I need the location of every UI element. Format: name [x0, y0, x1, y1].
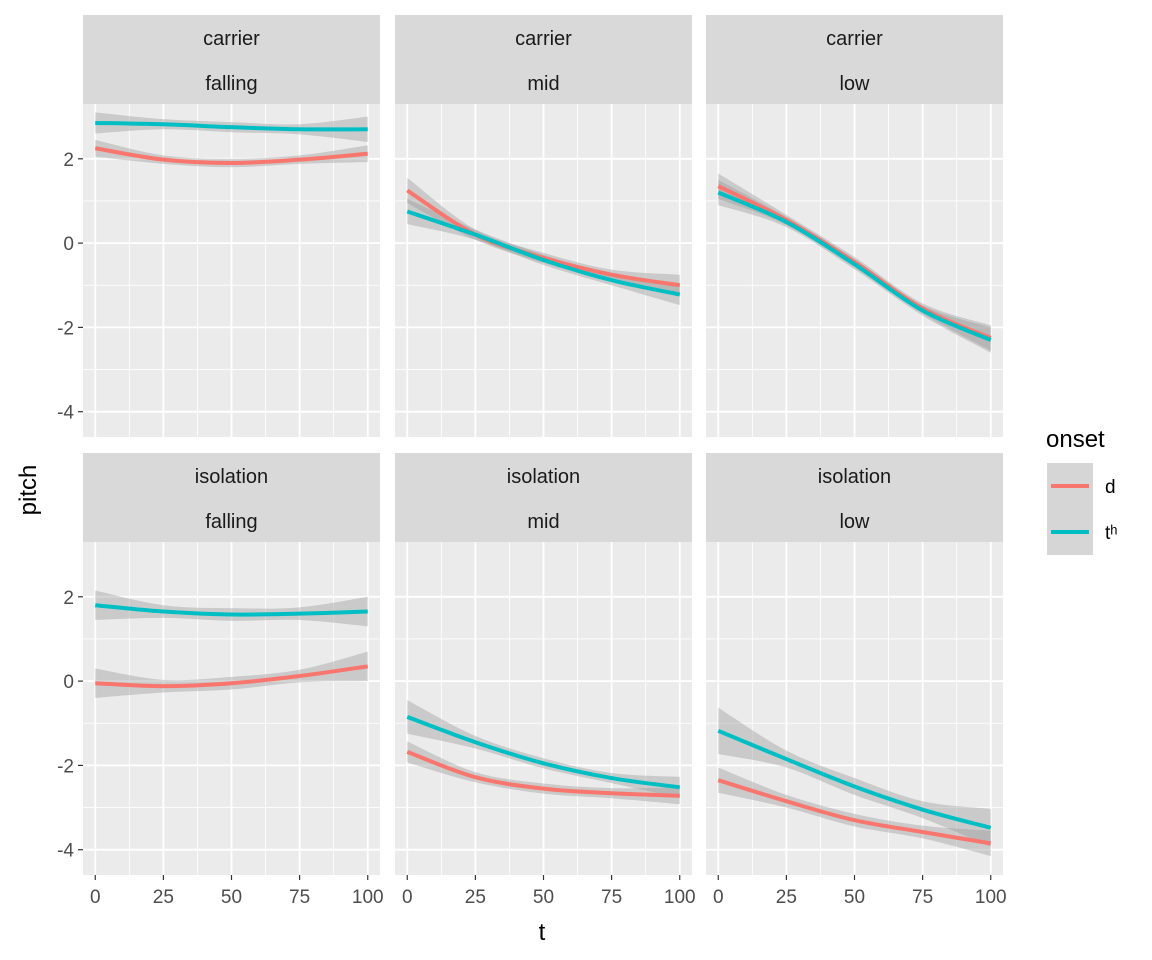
panels-layer: carrierfallingcarriermidcarrierlowisolat… [83, 15, 1003, 875]
y-axis-title: pitch [15, 465, 42, 516]
confidence-ribbon-d [407, 741, 680, 805]
strip-label-tone: falling [205, 511, 257, 533]
series-line-th [717, 728, 992, 830]
confidence-ribbon-th [718, 707, 991, 847]
legend-title: onset [1046, 426, 1105, 453]
facet-panel-carrier-falling: carrier falling [83, 15, 380, 437]
facet-strip [395, 15, 692, 104]
x-tick-label: 100 [664, 887, 696, 908]
y-tick-label: 2 [63, 150, 74, 171]
strip-label-context: carrier [203, 28, 260, 50]
series-line-d [717, 778, 992, 846]
confidence-ribbon-th [95, 590, 368, 627]
series-line-th [406, 715, 681, 790]
y-tick-label: 0 [63, 234, 74, 255]
x-axis-title: t [539, 919, 546, 946]
strip-label-context: isolation [195, 466, 268, 488]
series-line-d [406, 750, 680, 798]
strip-label-tone: low [839, 73, 870, 95]
strip-label-tone: falling [205, 73, 257, 95]
strip-label-tone: low [839, 511, 870, 533]
facet-panel-isolation-mid: isolation mid [395, 453, 692, 875]
y-tick-label: -4 [57, 403, 74, 424]
x-tick-label: 75 [601, 887, 622, 908]
facet-panel-isolation-low: isolation low [706, 453, 1003, 875]
x-tick-label: 50 [221, 887, 242, 908]
legend-label-th: tʰ [1105, 523, 1118, 544]
facet-strip [706, 453, 1003, 542]
x-tick-label: 50 [844, 887, 865, 908]
y-tick-label: 2 [63, 588, 74, 609]
legend-label-d: d [1105, 477, 1116, 498]
strip-label-context: isolation [507, 466, 580, 488]
x-tick-label: 75 [912, 887, 933, 908]
y-tick-label: -2 [57, 318, 74, 339]
facet-strip [395, 453, 692, 542]
x-tick-label: 75 [289, 887, 310, 908]
x-tick-label: 100 [352, 887, 384, 908]
facet-strip [83, 453, 380, 542]
strip-label-context: carrier [826, 28, 883, 50]
strip-label-context: isolation [818, 466, 891, 488]
series-line-th [95, 603, 368, 617]
series-line-th [95, 120, 368, 132]
y-tick-label: -2 [57, 756, 74, 777]
confidence-ribbon-d [407, 177, 680, 296]
strip-label-tone: mid [527, 73, 559, 95]
x-tick-label: 25 [776, 887, 797, 908]
x-tick-label: 25 [465, 887, 486, 908]
series-line-th [406, 209, 681, 297]
x-tick-label: 100 [975, 887, 1007, 908]
x-tick-label: 0 [713, 887, 724, 908]
x-tick-label: 0 [90, 887, 101, 908]
x-tick-label: 25 [153, 887, 174, 908]
series-line-d [94, 146, 368, 166]
y-tick-label: 0 [63, 672, 74, 693]
confidence-ribbon-th [407, 700, 680, 798]
x-tick-label: 0 [402, 887, 413, 908]
facet-panel-carrier-low: carrier low [706, 15, 1003, 437]
y-tick-label: -4 [57, 841, 74, 862]
strip-label-tone: mid [527, 511, 559, 533]
series-line-d [95, 664, 369, 689]
axes-layer: 2 0 -2 -4 2 0 -2 -4 0 25 50 75 100 0 25 50 75 100 0 25 50 75 1… [57, 150, 1006, 908]
facet-panel-carrier-mid: carrier mid [395, 15, 692, 437]
facet-panel-isolation-falling: isolation falling [83, 453, 380, 875]
facet-strip [83, 15, 380, 104]
series-line-th [717, 190, 992, 342]
strip-label-context: carrier [515, 28, 572, 50]
legend: onset d tʰ [1046, 426, 1118, 555]
x-tick-label: 50 [533, 887, 554, 908]
facet-strip [706, 15, 1003, 104]
